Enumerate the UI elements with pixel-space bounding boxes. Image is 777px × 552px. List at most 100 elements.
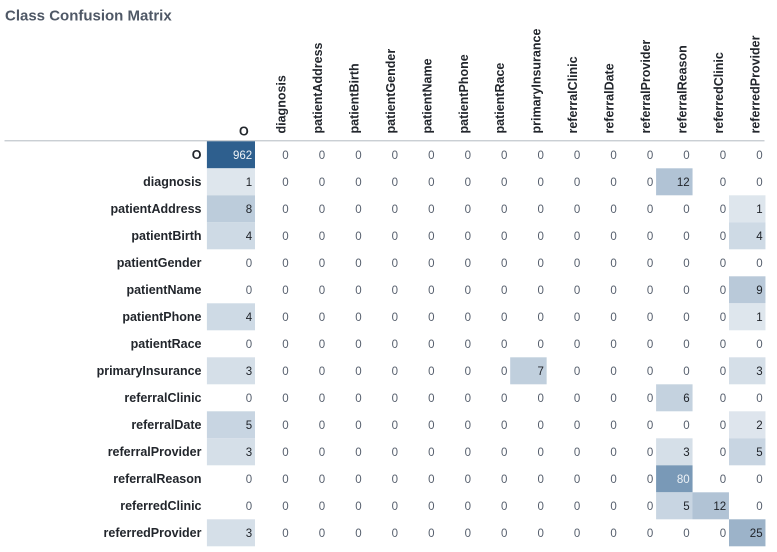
svg-text:0: 0 [392, 474, 398, 486]
svg-text:0: 0 [501, 150, 507, 162]
svg-text:patientAddress: patientAddress [111, 202, 202, 216]
svg-text:0: 0 [465, 501, 471, 513]
svg-text:0: 0 [610, 366, 616, 378]
svg-text:0: 0 [428, 474, 434, 486]
svg-text:0: 0 [355, 447, 361, 459]
svg-text:0: 0 [501, 312, 507, 324]
svg-text:0: 0 [610, 204, 616, 216]
svg-text:0: 0 [756, 258, 762, 270]
svg-text:0: 0 [537, 420, 543, 432]
svg-text:3: 3 [246, 447, 252, 459]
svg-text:0: 0 [537, 231, 543, 243]
svg-text:0: 0 [246, 501, 252, 513]
svg-text:0: 0 [610, 231, 616, 243]
svg-text:0: 0 [537, 285, 543, 297]
svg-text:0: 0 [319, 150, 325, 162]
svg-text:0: 0 [465, 150, 471, 162]
svg-text:4: 4 [246, 312, 253, 324]
svg-text:0: 0 [683, 285, 689, 297]
svg-text:0: 0 [720, 528, 726, 540]
svg-text:0: 0 [428, 150, 434, 162]
svg-text:0: 0 [610, 420, 616, 432]
svg-text:0: 0 [647, 366, 653, 378]
svg-text:0: 0 [647, 204, 653, 216]
svg-text:0: 0 [282, 420, 288, 432]
svg-text:0: 0 [537, 501, 543, 513]
svg-text:0: 0 [246, 339, 252, 351]
svg-text:0: 0 [720, 204, 726, 216]
svg-text:1: 1 [756, 312, 762, 324]
svg-text:0: 0 [610, 150, 616, 162]
svg-text:patientAddress: patientAddress [311, 42, 325, 133]
svg-text:0: 0 [720, 474, 726, 486]
svg-text:0: 0 [720, 447, 726, 459]
svg-text:referredProvider: referredProvider [748, 35, 762, 133]
svg-text:962: 962 [233, 150, 252, 162]
svg-text:0: 0 [537, 474, 543, 486]
svg-text:0: 0 [282, 231, 288, 243]
svg-text:0: 0 [246, 285, 252, 297]
svg-text:0: 0 [282, 393, 288, 405]
svg-text:0: 0 [647, 231, 653, 243]
svg-text:0: 0 [428, 312, 434, 324]
svg-text:referralClinic: referralClinic [566, 56, 580, 133]
svg-text:0: 0 [537, 447, 543, 459]
svg-text:diagnosis: diagnosis [275, 75, 289, 133]
svg-text:0: 0 [647, 285, 653, 297]
svg-text:12: 12 [713, 501, 726, 513]
svg-text:0: 0 [392, 177, 398, 189]
svg-text:0: 0 [501, 339, 507, 351]
svg-text:0: 0 [574, 258, 580, 270]
svg-text:0: 0 [537, 339, 543, 351]
svg-text:0: 0 [501, 393, 507, 405]
svg-text:0: 0 [282, 447, 288, 459]
svg-text:0: 0 [683, 339, 689, 351]
svg-text:0: 0 [282, 150, 288, 162]
svg-text:0: 0 [501, 420, 507, 432]
svg-text:0: 0 [355, 312, 361, 324]
svg-text:0: 0 [465, 393, 471, 405]
svg-text:0: 0 [610, 339, 616, 351]
svg-text:0: 0 [428, 285, 434, 297]
svg-text:0: 0 [537, 528, 543, 540]
svg-text:0: 0 [501, 204, 507, 216]
svg-text:4: 4 [246, 231, 253, 243]
svg-text:primaryInsurance: primaryInsurance [97, 364, 202, 378]
svg-text:0: 0 [465, 177, 471, 189]
svg-text:0: 0 [683, 150, 689, 162]
svg-text:patientBirth: patientBirth [131, 229, 201, 243]
svg-text:patientBirth: patientBirth [347, 63, 361, 133]
svg-text:0: 0 [683, 231, 689, 243]
svg-text:0: 0 [465, 312, 471, 324]
svg-text:0: 0 [428, 204, 434, 216]
svg-text:0: 0 [428, 528, 434, 540]
svg-text:0: 0 [465, 339, 471, 351]
svg-text:0: 0 [392, 501, 398, 513]
svg-text:0: 0 [683, 312, 689, 324]
svg-text:0: 0 [392, 312, 398, 324]
svg-text:0: 0 [647, 150, 653, 162]
svg-text:0: 0 [537, 312, 543, 324]
svg-text:0: 0 [647, 312, 653, 324]
svg-text:0: 0 [465, 474, 471, 486]
svg-text:0: 0 [355, 177, 361, 189]
svg-text:0: 0 [392, 528, 398, 540]
svg-text:0: 0 [647, 393, 653, 405]
svg-text:0: 0 [574, 447, 580, 459]
svg-text:0: 0 [647, 474, 653, 486]
svg-text:0: 0 [392, 150, 398, 162]
svg-text:0: 0 [392, 285, 398, 297]
svg-text:0: 0 [428, 501, 434, 513]
svg-text:0: 0 [428, 177, 434, 189]
svg-text:0: 0 [574, 366, 580, 378]
svg-text:0: 0 [720, 339, 726, 351]
svg-text:0: 0 [319, 312, 325, 324]
svg-text:0: 0 [355, 501, 361, 513]
svg-text:5: 5 [756, 447, 762, 459]
svg-text:0: 0 [319, 366, 325, 378]
svg-text:0: 0 [610, 285, 616, 297]
svg-text:0: 0 [319, 447, 325, 459]
svg-text:0: 0 [647, 420, 653, 432]
svg-text:referredClinic: referredClinic [712, 52, 726, 133]
svg-text:4: 4 [756, 231, 763, 243]
